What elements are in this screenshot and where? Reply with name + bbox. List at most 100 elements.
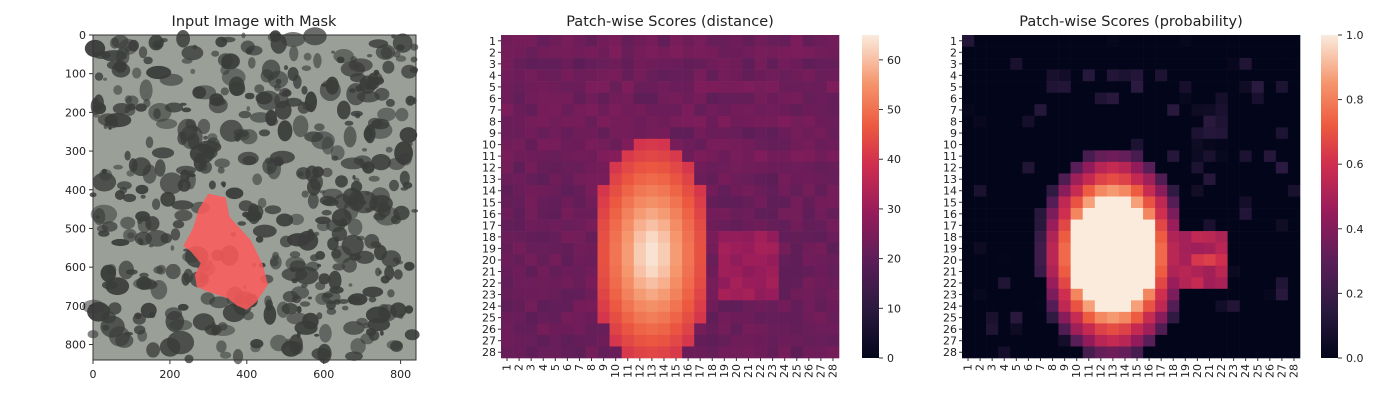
heatmap-cell bbox=[670, 334, 683, 347]
heatmap-cell bbox=[621, 254, 635, 267]
heatmap-cell bbox=[645, 127, 659, 140]
heatmap-cell bbox=[633, 208, 647, 220]
heatmap-cell bbox=[1058, 300, 1071, 313]
heatmap-cell bbox=[1070, 288, 1084, 301]
heatmap-cell bbox=[1179, 219, 1192, 232]
heatmap-cell bbox=[1118, 346, 1132, 359]
heatmap-cell bbox=[549, 254, 562, 267]
x-tick-label: 1 bbox=[962, 364, 975, 371]
heatmap-cell bbox=[609, 334, 623, 347]
heatmap-cell bbox=[657, 184, 671, 197]
heatmap-cell bbox=[1034, 173, 1047, 186]
heatmap-cell bbox=[1118, 277, 1132, 290]
heatmap-cell bbox=[974, 35, 987, 47]
heatmap-cell bbox=[501, 92, 514, 105]
heatmap-cell bbox=[561, 173, 574, 186]
heatmap-cell bbox=[525, 184, 538, 197]
heatmap-cell bbox=[1191, 242, 1204, 255]
heatmap-cell bbox=[670, 35, 683, 47]
heatmap-cell bbox=[1022, 231, 1035, 243]
heatmap-cell bbox=[718, 150, 731, 163]
heatmap-cell bbox=[962, 115, 975, 128]
heatmap-cell bbox=[1239, 196, 1253, 209]
heatmap-cell bbox=[525, 265, 538, 278]
heatmap-cell bbox=[1179, 138, 1192, 151]
heatmap-cell bbox=[962, 81, 975, 93]
heatmap-cell bbox=[1034, 265, 1047, 278]
heatmap-cell bbox=[1275, 92, 1289, 105]
heatmap-cell bbox=[1118, 81, 1132, 93]
heatmap-cell bbox=[621, 92, 635, 105]
heatmap-cell bbox=[501, 138, 514, 151]
heatmap-cell bbox=[974, 323, 987, 336]
heatmap-cell bbox=[585, 92, 598, 105]
heatmap-cell bbox=[1215, 46, 1228, 59]
heatmap-cell bbox=[549, 323, 562, 336]
heatmap-cell bbox=[998, 173, 1011, 186]
heatmap-cell bbox=[1118, 242, 1132, 255]
heatmap-cell bbox=[754, 184, 767, 197]
heatmap-cell bbox=[513, 173, 526, 186]
heatmap-cell bbox=[1034, 104, 1047, 117]
heatmap-cell bbox=[1118, 300, 1132, 313]
x-tick-label: 8 bbox=[585, 364, 598, 371]
y-tick-label: 400 bbox=[65, 184, 86, 197]
heatmap-cell bbox=[1106, 346, 1120, 359]
heatmap-cell bbox=[1118, 58, 1132, 70]
heatmap-cell bbox=[621, 58, 635, 70]
heatmap-cell bbox=[1070, 92, 1084, 105]
heatmap-cell bbox=[962, 127, 975, 140]
heatmap-cell bbox=[1046, 127, 1059, 140]
heatmap-cell bbox=[1010, 150, 1023, 163]
heatmap-cell bbox=[1239, 138, 1253, 151]
heatmap-cell bbox=[1287, 161, 1301, 174]
x-tick-label: 28 bbox=[826, 364, 839, 378]
heatmap-cell bbox=[573, 150, 586, 163]
heatmap-cell bbox=[549, 69, 562, 82]
heatmap-cell bbox=[814, 196, 828, 209]
heatmap-cell bbox=[1155, 184, 1168, 197]
heatmap-cell bbox=[597, 127, 610, 140]
heatmap-cell bbox=[962, 242, 975, 255]
heatmap-cell bbox=[742, 254, 755, 267]
heatmap-cell bbox=[1203, 265, 1216, 278]
heatmap-cell bbox=[1215, 35, 1228, 47]
heatmap-cell bbox=[1179, 288, 1192, 301]
heatmap-cell bbox=[694, 184, 707, 197]
heatmap-cell bbox=[1094, 254, 1108, 267]
heatmap-cell bbox=[1094, 58, 1108, 70]
heatmap-cell bbox=[1179, 46, 1192, 59]
heatmap-cell bbox=[814, 288, 828, 301]
heatmap-cell bbox=[1070, 334, 1084, 347]
heatmap-cell bbox=[1203, 254, 1216, 267]
heatmap-cell bbox=[1143, 242, 1156, 255]
heatmap-cell bbox=[1143, 300, 1156, 313]
heatmap-cell bbox=[501, 104, 514, 117]
y-tick-label: 15 bbox=[943, 196, 957, 209]
heatmap-cell bbox=[1106, 115, 1120, 128]
heatmap-cell bbox=[1287, 104, 1301, 117]
heatmap-cell bbox=[1287, 115, 1301, 128]
heatmap-cell bbox=[998, 242, 1011, 255]
heatmap-cell bbox=[1179, 346, 1192, 359]
heatmap-cell bbox=[1215, 184, 1228, 197]
heatmap-cell bbox=[1106, 196, 1120, 209]
heatmap-cell bbox=[790, 265, 804, 278]
heatmap-cell bbox=[1082, 92, 1096, 105]
heatmap-cell bbox=[1046, 196, 1059, 209]
heatmap-cell bbox=[525, 346, 538, 359]
heatmap-cell bbox=[998, 231, 1011, 243]
heatmap-cell bbox=[986, 115, 999, 128]
heatmap-cell bbox=[585, 35, 598, 47]
heatmap-cell bbox=[778, 196, 792, 209]
heatmap-cell bbox=[1010, 288, 1023, 301]
heatmap-cell bbox=[998, 277, 1011, 290]
heatmap-cell bbox=[962, 150, 975, 163]
heatmap-cell bbox=[742, 323, 755, 336]
heatmap-cell bbox=[1082, 104, 1096, 117]
heatmap-cell bbox=[1227, 323, 1240, 336]
heatmap-cell bbox=[986, 196, 999, 209]
heatmap-cell bbox=[694, 115, 707, 128]
heatmap-cell bbox=[754, 138, 767, 151]
heatmap-cell bbox=[826, 334, 840, 347]
